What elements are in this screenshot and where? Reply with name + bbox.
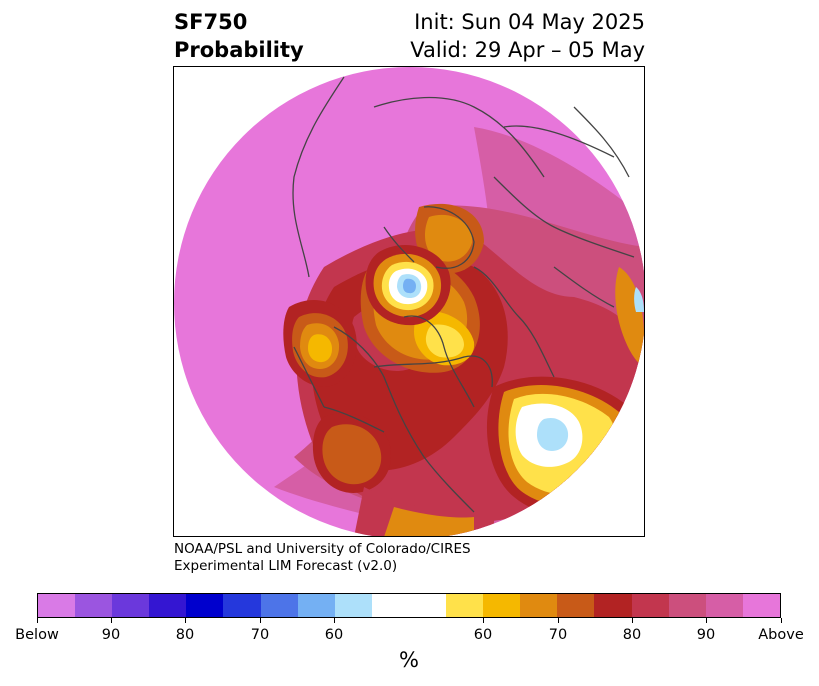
colorbar-segment [297,594,335,617]
colorbar-segment [75,594,113,617]
colorbar-segment [446,594,484,617]
colorbar-segment [557,594,595,617]
credit-line-2: Experimental LIM Forecast (v2.0) [174,558,398,574]
init-date: Init: Sun 04 May 2025 [414,10,645,34]
colorbar-tick-label: 90 [696,627,716,643]
colorbar-tick-mark [781,618,782,623]
colorbar-tick-mark [483,618,484,623]
colorbar-segment [112,594,150,617]
valid-range: Valid: 29 Apr – 05 May [410,38,645,62]
colorbar-segment [631,594,669,617]
colorbar-tick-label: 60 [324,627,344,643]
colorbar [37,593,781,618]
colorbar-tick-mark [111,618,112,623]
colorbar-tick-mark [632,618,633,623]
probability-field [174,67,644,536]
colorbar-tick-label: 80 [175,627,195,643]
title-subtitle: Probability [174,38,304,62]
map-canvas [174,67,644,536]
colorbar-tick-label: Below [15,627,59,643]
coastlines [292,76,635,513]
colorbar-segment [668,594,706,617]
forecast-dates: Init: Sun 04 May 2025 Valid: 29 Apr – 05… [410,8,645,64]
map-title: SF750 Probability [174,8,304,64]
colorbar-tick-mark [260,618,261,623]
credit-text: NOAA/PSL and University of Colorado/CIRE… [174,541,471,575]
colorbar-segment [483,594,521,617]
colorbar-segment [371,594,447,617]
colorbar-tick-mark [706,618,707,623]
title-variable: SF750 [174,10,248,34]
colorbar-tick-label: 70 [548,627,568,643]
colorbar-tick-mark [558,618,559,623]
colorbar-tick-label: 70 [250,627,270,643]
polar-map [173,66,645,537]
colorbar-tick-label: 90 [101,627,121,643]
colorbar-tick-label: 60 [473,627,493,643]
colorbar-tick-label: Above [758,627,804,643]
colorbar-segment [149,594,187,617]
colorbar-tick-label: 80 [622,627,642,643]
credit-line-1: NOAA/PSL and University of Colorado/CIRE… [174,541,471,557]
colorbar-tick-mark [334,618,335,623]
colorbar-segment [594,594,632,617]
colorbar-unit: % [399,648,419,672]
colorbar-tick-mark [185,618,186,623]
colorbar-segment [260,594,298,617]
colorbar-segment [38,594,76,617]
colorbar-segment [223,594,261,617]
colorbar-segment [742,594,780,617]
colorbar-segment [334,594,372,617]
colorbar-segment [520,594,558,617]
colorbar-segment [186,594,224,617]
colorbar-segment [705,594,743,617]
colorbar-tick-mark [37,618,38,623]
